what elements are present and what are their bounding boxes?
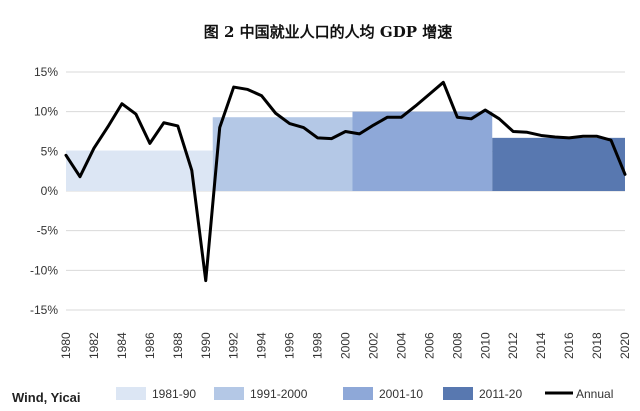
x-tick-label: 1996 [283, 332, 297, 359]
legend-swatch-2001-10 [343, 387, 373, 400]
band-1991-2000 [212, 117, 353, 191]
legend-label: 2011-20 [479, 387, 522, 401]
x-tick-label: 2018 [590, 332, 604, 359]
x-tick-label: 1988 [171, 332, 185, 359]
legend-label: 1981-90 [152, 387, 196, 401]
x-tick-label: 1994 [255, 332, 269, 359]
x-tick-label: 2020 [618, 332, 632, 359]
y-tick-label: -15% [30, 303, 58, 317]
legend-label: Annual [576, 387, 613, 401]
x-tick-label: 1986 [143, 332, 157, 359]
x-tick-label: 2002 [366, 332, 380, 359]
x-tick-label: 1982 [87, 332, 101, 359]
period-bands [66, 111, 625, 191]
legend-swatch-1991-2000 [214, 387, 244, 400]
x-tick-label: 2006 [422, 332, 436, 359]
y-tick-label: 15% [34, 65, 58, 79]
y-tick-label: 5% [41, 144, 59, 158]
legend-swatch-1981-90 [116, 387, 146, 400]
x-tick-label: 2010 [478, 332, 492, 359]
y-tick-label: -5% [37, 224, 59, 238]
x-tick-label: 1992 [227, 332, 241, 359]
x-tick-label: 2004 [394, 332, 408, 359]
y-tick-label: -10% [30, 263, 58, 277]
x-tick-label: 2008 [450, 332, 464, 359]
x-tick-label: 2016 [562, 332, 576, 359]
x-tick-label: 2000 [339, 332, 353, 359]
y-tick-label: 10% [34, 105, 58, 119]
x-tick-label: 1984 [115, 332, 129, 359]
source-label: Wind, Yicai [12, 390, 81, 405]
x-tick-label: 2014 [534, 332, 548, 359]
x-tick-label: 1998 [311, 332, 325, 359]
x-axis-ticks: 1980 1982 1984 1986 1988 1990 1992 1994 1996 1998… [59, 332, 632, 359]
annual-line [64, 80, 627, 283]
legend-label: 2001-10 [379, 387, 423, 401]
legend-swatch-2011-20 [443, 387, 473, 400]
band-2011-20 [492, 137, 625, 191]
x-tick-label: 2012 [506, 332, 520, 359]
x-tick-label: 1980 [59, 332, 73, 359]
x-tick-label: 1990 [199, 332, 213, 359]
y-tick-label: 0% [41, 184, 59, 198]
legend: 1981-90 1991-2000 2001-10 2011-20 Annual [116, 387, 613, 401]
legend-label: 1991-2000 [250, 387, 308, 401]
y-axis-ticks: 15% 10% 5% 0% -5% -10% -15% [30, 65, 58, 317]
chart-title: 图 2 中国就业人口的人均 GDP 增速 [204, 23, 452, 41]
